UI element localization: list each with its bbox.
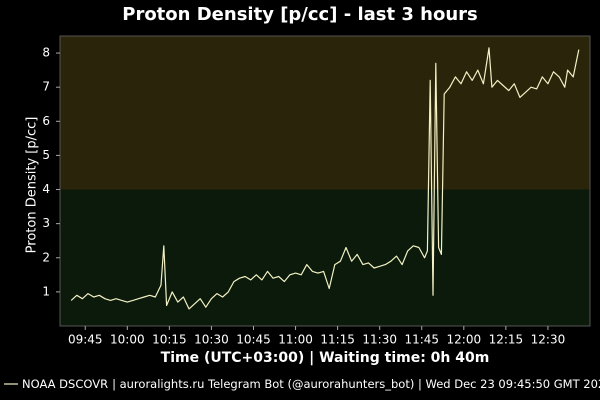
- x-tick-label: 12:00: [447, 333, 482, 347]
- y-tick-label: 1: [42, 284, 50, 298]
- x-tick-label: 10:00: [110, 333, 145, 347]
- data-line: [70, 47, 580, 310]
- x-tick-label: 12:30: [531, 333, 566, 347]
- x-tick-label: 11:45: [404, 333, 439, 347]
- x-tick-label: 10:45: [236, 333, 271, 347]
- chart-title: Proton Density [p/cc] - last 3 hours: [122, 4, 477, 25]
- x-tick-label: 11:15: [320, 333, 355, 347]
- plot-frame: [59, 35, 591, 327]
- y-tick-label: 5: [42, 148, 50, 162]
- footer-text: | auroralights.ru Telegram Bot (@aurorah…: [112, 377, 600, 391]
- y-tick-label: 4: [42, 182, 50, 196]
- x-tick-label: 10:15: [152, 333, 187, 347]
- footer: NOAA DSCOVR | auroralights.ru Telegram Bo…: [22, 377, 600, 391]
- legend-label: NOAA DSCOVR: [22, 377, 108, 391]
- y-tick-label: 3: [42, 216, 50, 230]
- y-tick-label: 6: [42, 114, 50, 128]
- y-axis-label: Proton Density [p/cc]: [25, 117, 40, 254]
- x-tick-label: 09:45: [68, 333, 103, 347]
- y-tick-label: 8: [42, 46, 50, 60]
- threshold-band: [60, 36, 590, 190]
- x-tick-label: 11:30: [362, 333, 397, 347]
- y-tick-label: 2: [42, 250, 50, 264]
- x-axis-label: Time (UTC+03:00) | Waiting time: 0h 40m: [161, 350, 490, 366]
- y-tick-label: 7: [42, 80, 50, 94]
- threshold-band: [60, 189, 590, 326]
- x-tick-label: 11:00: [278, 333, 313, 347]
- x-tick-label: 10:30: [194, 333, 229, 347]
- x-tick-label: 12:15: [489, 333, 524, 347]
